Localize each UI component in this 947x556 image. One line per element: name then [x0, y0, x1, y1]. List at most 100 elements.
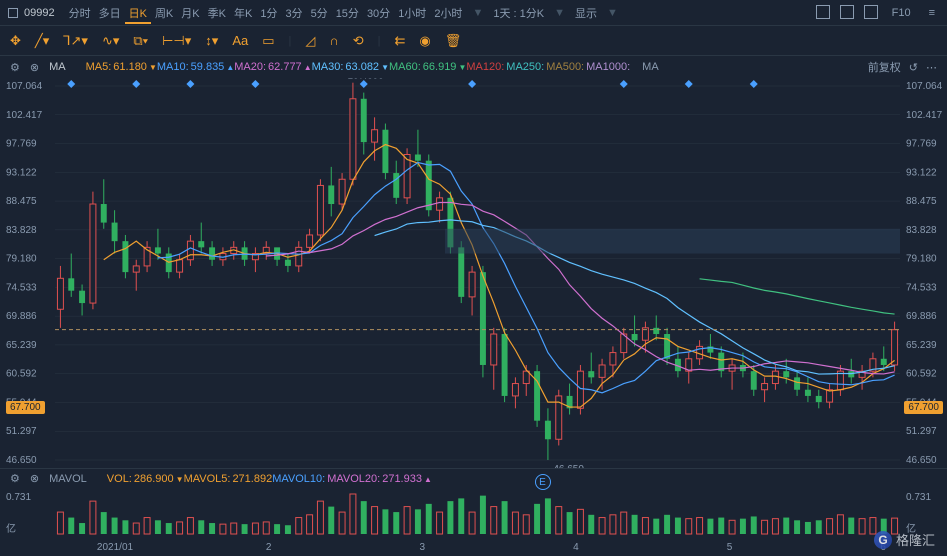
svg-text:69.886: 69.886: [6, 311, 37, 322]
svg-text:97.769: 97.769: [906, 139, 937, 150]
refresh-tool[interactable]: ⟲: [353, 33, 364, 49]
f10-button[interactable]: F10: [888, 5, 915, 21]
svg-text:60.592: 60.592: [906, 369, 937, 380]
timeframe-tab[interactable]: 15分: [332, 6, 363, 22]
svg-text:51.297: 51.297: [906, 426, 937, 437]
svg-text:102.417: 102.417: [6, 110, 43, 121]
svg-text:65.239: 65.239: [906, 340, 937, 351]
ma-value: MA1000:: [586, 61, 632, 73]
svg-text:102.417: 102.417: [906, 110, 943, 121]
svg-text:0.731: 0.731: [906, 492, 931, 503]
svg-text:0.731: 0.731: [6, 492, 31, 503]
svg-text:107.600: 107.600: [348, 78, 385, 82]
svg-text:74.533: 74.533: [906, 282, 937, 293]
timeframe-tab[interactable]: 5分: [307, 6, 332, 22]
svg-text:46.650: 46.650: [553, 464, 584, 468]
eye-tool[interactable]: ◉: [419, 33, 430, 49]
svg-text:79.180: 79.180: [906, 254, 937, 265]
svg-text:93.122: 93.122: [6, 167, 37, 178]
zigzag-tool[interactable]: ∿▾: [102, 33, 119, 49]
svg-text:46.650: 46.650: [6, 455, 37, 466]
display-menu[interactable]: 显示: [571, 3, 601, 23]
move-tool[interactable]: ✥: [10, 33, 21, 49]
ruler-tool[interactable]: ⊢⊣▾: [162, 33, 191, 49]
timeframe-tab[interactable]: 30分: [363, 6, 394, 22]
ma-label: MA: [49, 61, 66, 73]
vol-label: MAVOL: [49, 473, 87, 485]
timeframe-tab[interactable]: 1分: [256, 6, 281, 22]
svg-text:74.533: 74.533: [6, 282, 37, 293]
vol-value: VOL:286.900: [107, 473, 184, 485]
vol-value: MAVOL10:: [272, 473, 327, 485]
current-price-tag-right: 67.700: [904, 401, 943, 414]
ma-extra: MA: [642, 61, 659, 73]
candlestick-chart[interactable]: 107.064107.064102.417102.41797.76997.769…: [0, 78, 947, 468]
timeframe-tab[interactable]: 多日: [95, 6, 125, 22]
svg-text:5: 5: [727, 542, 733, 553]
watermark: G 格隆汇: [874, 530, 935, 549]
svg-text:69.886: 69.886: [906, 311, 937, 322]
layout-icon[interactable]: [816, 5, 830, 19]
svg-text:46.650: 46.650: [906, 455, 937, 466]
menu-icon[interactable]: ≡: [925, 5, 939, 21]
volume-chart[interactable]: 0.731亿0.731亿: [0, 488, 947, 536]
polyline-tool[interactable]: ⅂↗▾: [63, 33, 88, 49]
vol-value: MAVOL5:271.892: [184, 473, 273, 485]
svg-text:3: 3: [419, 542, 425, 553]
ma-value: MA30:63.082: [312, 61, 389, 73]
text-tool[interactable]: Aa: [232, 33, 248, 48]
arrow-tool[interactable]: ↕▾: [205, 33, 218, 49]
x-axis: 2021/0123456: [0, 536, 947, 554]
vol-value: MAVOL20:271.933: [327, 473, 432, 485]
timeframe-tab[interactable]: 周K: [151, 6, 177, 22]
chart-canvas: 107.064107.064102.417102.41797.76997.769…: [0, 78, 947, 468]
more-icon[interactable]: ⋯: [926, 61, 937, 74]
timeframe-tab[interactable]: 2小时: [430, 6, 466, 22]
svg-text:60.592: 60.592: [6, 369, 37, 380]
svg-text:93.122: 93.122: [906, 167, 937, 178]
fib-tool[interactable]: ⧉▾: [133, 33, 148, 49]
timeframe-tab[interactable]: 年K: [230, 6, 256, 22]
watermark-text: 格隆汇: [896, 530, 935, 549]
lock-tool[interactable]: ⇇: [395, 33, 406, 49]
vol-close-icon[interactable]: ⊗: [30, 472, 39, 485]
svg-text:88.475: 88.475: [6, 196, 37, 207]
timeframe-tab[interactable]: 季K: [204, 6, 230, 22]
ma-value: MA10:59.835: [157, 61, 234, 73]
timeframe-tab[interactable]: 3分: [281, 6, 306, 22]
adjust-label[interactable]: 前复权: [868, 59, 901, 75]
symbol-code: 09992: [24, 7, 55, 19]
svg-text:83.828: 83.828: [6, 225, 37, 236]
svg-text:88.475: 88.475: [906, 196, 937, 207]
magnet-tool[interactable]: ∩: [329, 33, 338, 48]
timeframe-tab[interactable]: 分时: [65, 6, 95, 22]
drawing-toolbar: ✥ ╱▾ ⅂↗▾ ∿▾ ⧉▾ ⊢⊣▾ ↕▾ Aa ▭ | ◿ ∩ ⟲ | ⇇ ◉…: [0, 26, 947, 56]
ma-settings-icon[interactable]: ⚙: [10, 61, 20, 74]
svg-text:65.239: 65.239: [6, 340, 37, 351]
svg-text:83.828: 83.828: [906, 225, 937, 236]
timeframe-bar: 09992 分时多日日K周K月K季K年K1分3分5分15分30分1小时2小时 ▼…: [0, 0, 947, 26]
fullscreen-icon[interactable]: [864, 5, 878, 19]
ma-value: MA60:66.919: [389, 61, 466, 73]
volume-indicator-bar: ⚙ ⊗ MAVOL VOL:286.900MAVOL5:271.892MAVOL…: [0, 468, 947, 488]
ma-close-icon[interactable]: ⊗: [30, 61, 39, 74]
line-tool[interactable]: ╱▾: [35, 33, 49, 49]
ma-value: MA120:: [466, 61, 506, 73]
undo-icon[interactable]: ↺: [909, 61, 918, 74]
timeframe-tab[interactable]: 月K: [177, 6, 203, 22]
camera-icon[interactable]: [840, 5, 854, 19]
ma-indicator-bar: ⚙ ⊗ MA MA5:61.180MA10:59.835MA20:62.777M…: [0, 56, 947, 78]
angle-tool[interactable]: ◿: [305, 33, 315, 49]
vol-settings-icon[interactable]: ⚙: [10, 472, 20, 485]
watermark-logo: G: [874, 531, 892, 549]
timeframe-tab[interactable]: 1小时: [394, 6, 430, 22]
ma-value: MA20:62.777: [234, 61, 311, 73]
symbol-checkbox[interactable]: [8, 8, 18, 18]
svg-text:4: 4: [573, 542, 579, 553]
note-tool[interactable]: ▭: [262, 33, 274, 49]
svg-text:亿: 亿: [6, 522, 16, 535]
svg-text:2: 2: [266, 542, 272, 553]
tf-extra[interactable]: 1天 : 1分K: [489, 3, 548, 23]
timeframe-tab[interactable]: 日K: [125, 6, 151, 24]
trash-tool[interactable]: 🗑: [445, 33, 462, 49]
